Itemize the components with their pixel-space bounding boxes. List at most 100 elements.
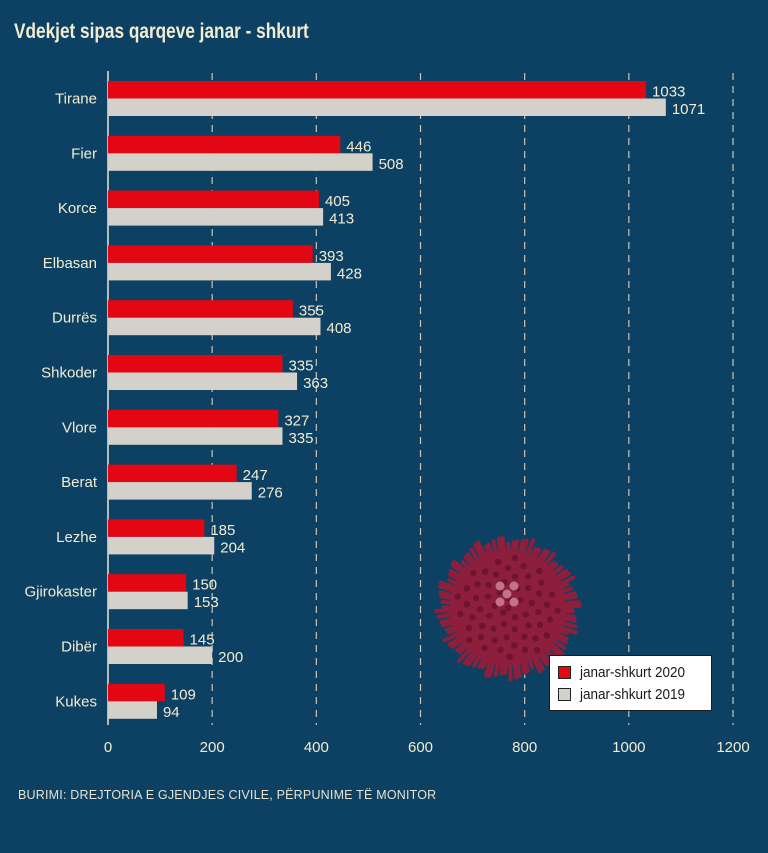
data-label: 276	[258, 485, 283, 502]
virus-texture	[525, 622, 532, 629]
data-label: 408	[327, 320, 352, 337]
virus-texture	[511, 626, 518, 633]
legend-swatch-2020	[558, 665, 571, 679]
virus-texture	[535, 608, 542, 616]
virus-texture	[521, 646, 529, 653]
virus-texture	[481, 644, 488, 652]
coronavirus-icon	[434, 535, 582, 682]
virus-texture	[477, 633, 485, 641]
virus-texture	[481, 568, 489, 575]
data-label: 204	[220, 539, 245, 556]
category-label: Kukes	[55, 693, 97, 710]
data-label: 446	[346, 138, 371, 155]
virus-texture	[454, 593, 461, 600]
data-label: 428	[337, 265, 362, 282]
virus-texture	[504, 604, 512, 612]
bar-2020	[108, 464, 237, 483]
x-tick-label: 200	[200, 739, 225, 756]
x-tick-label: 600	[408, 739, 433, 756]
virus-texture	[520, 563, 527, 570]
category-label: Korce	[58, 200, 97, 217]
data-label: 335	[288, 358, 313, 375]
virus-texture	[543, 601, 551, 608]
bar-2019	[108, 646, 213, 664]
virus-highlight	[509, 581, 519, 591]
virus-texture	[469, 614, 476, 621]
x-tick-label: 400	[304, 739, 329, 756]
virus-highlight	[495, 581, 505, 591]
bar-2020	[108, 409, 279, 428]
bar-2019	[108, 98, 666, 116]
bar-2020	[108, 135, 341, 154]
bar-2019	[108, 701, 157, 719]
virus-texture	[536, 621, 544, 629]
bar-2020	[108, 245, 313, 263]
virus-texture	[548, 591, 556, 598]
virus-texture	[474, 581, 481, 588]
data-label: 94	[163, 704, 180, 721]
virus-texture	[484, 593, 492, 600]
chart-title: Vdekjet sipas qarqeve janar - shkurt	[14, 20, 309, 43]
virus-texture	[504, 564, 512, 571]
virus-texture	[472, 594, 480, 602]
legend-label-2020: janar-shkurt 2020	[580, 663, 686, 681]
legend-swatch-2019	[558, 687, 571, 701]
source-note: BURIMI: DREJTORIA E GJENDJES CIVILE, PËR…	[18, 788, 437, 802]
data-label: 1033	[652, 84, 685, 101]
category-label: Tirane	[55, 91, 97, 108]
virus-texture	[524, 584, 532, 592]
virus-texture	[466, 636, 473, 644]
virus-texture	[506, 653, 513, 661]
bar-2019	[108, 153, 373, 171]
category-label: Berat	[61, 474, 98, 491]
virus-texture	[470, 569, 477, 577]
virus-texture	[497, 646, 504, 653]
virus-texture	[511, 642, 518, 649]
virus-texture	[536, 567, 543, 575]
bar-2020	[108, 81, 647, 99]
data-label: 508	[379, 156, 404, 173]
legend-label-2019: janar-shkurt 2019	[580, 685, 686, 703]
virus-texture	[511, 573, 519, 580]
x-tick-label: 0	[104, 739, 112, 756]
legend-item-2019: janar-shkurt 2019	[558, 683, 703, 705]
virus-texture	[457, 610, 464, 618]
virus-texture	[490, 625, 497, 632]
virus-texture	[463, 600, 470, 608]
data-label: 185	[210, 522, 235, 539]
virus-texture	[503, 634, 510, 641]
virus-texture	[535, 590, 543, 597]
category-label: Gjirokaster	[24, 584, 97, 601]
virus-texture	[494, 558, 502, 566]
legend: janar-shkurt 2020 janar-shkurt 2019	[549, 655, 712, 711]
x-tick-label: 800	[512, 739, 537, 756]
virus-texture	[496, 589, 504, 596]
virus-texture	[528, 599, 535, 607]
virus-texture	[511, 554, 519, 562]
gridlines	[107, 71, 734, 725]
virus-texture	[511, 614, 519, 621]
bar-2019	[108, 208, 324, 226]
category-label: Durrës	[52, 310, 97, 327]
bar-2020	[108, 519, 205, 537]
virus-texture	[532, 635, 539, 642]
virus-texture	[463, 585, 471, 592]
data-label: 393	[319, 248, 344, 265]
category-label: Elbasan	[43, 255, 97, 272]
bar-2019	[108, 591, 188, 610]
virus-texture	[486, 612, 493, 619]
virus-texture	[546, 616, 554, 623]
bar-2020	[108, 574, 187, 592]
virus-texture	[491, 636, 498, 644]
category-label: Fier	[71, 145, 97, 162]
virus-texture	[533, 646, 541, 654]
bar-2020	[108, 629, 184, 647]
data-label: 145	[190, 632, 215, 649]
virus-texture	[521, 633, 528, 640]
data-label: 247	[243, 467, 268, 484]
bar-2019	[108, 317, 321, 336]
bar-2019	[108, 262, 331, 281]
category-label: Dibër	[61, 639, 97, 656]
